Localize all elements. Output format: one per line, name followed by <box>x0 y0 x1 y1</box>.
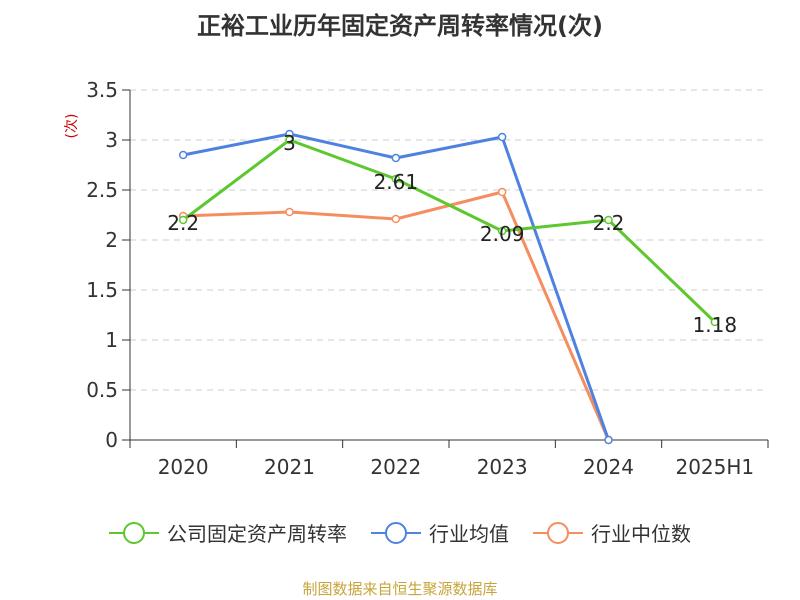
data-labels: 2.2 3 2.61 2.09 2.2 1.18 <box>167 131 737 337</box>
grid-lines <box>130 89 768 391</box>
y-tick-label: 3 <box>105 128 118 152</box>
y-tick-label: 2 <box>105 228 118 252</box>
legend-label: 公司固定资产周转率 <box>167 522 347 546</box>
data-point <box>497 226 507 236</box>
data-label: 3 <box>283 131 296 155</box>
data-point <box>285 135 294 145</box>
data-label: 2.09 <box>480 222 525 246</box>
x-tick-label: 2021 <box>264 455 315 479</box>
y-tick-label: 0.5 <box>86 378 118 402</box>
data-point <box>604 215 613 225</box>
legend-label: 行业均值 <box>429 522 509 546</box>
x-tick-label: 2025H1 <box>675 455 754 479</box>
axes: 0 0.5 1 1.5 2 2.5 3 3.5 2020 2021 2022 2023 2024 2025… <box>64 78 769 479</box>
legend-marker-icon <box>109 521 159 545</box>
data-label: 2.2 <box>167 211 199 235</box>
data-point <box>285 207 294 217</box>
chart-title: 正裕工业历年固定资产周转率情况(次) <box>197 12 603 40</box>
x-tick-label: 2022 <box>370 455 421 479</box>
legend: 公司固定资产周转率 行业均值 行业中位数 <box>0 518 800 547</box>
data-point <box>178 215 188 225</box>
data-point <box>391 174 401 184</box>
source-note: 制图数据来自恒生聚源数据库 <box>302 580 498 598</box>
x-tick-label: 2024 <box>583 455 634 479</box>
series-lines <box>178 129 720 445</box>
data-label: 2.61 <box>374 170 419 194</box>
series-line <box>183 190 610 441</box>
legend-label: 行业中位数 <box>591 522 691 546</box>
legend-marker-icon <box>533 521 583 545</box>
y-axis-label: (次) <box>64 114 80 139</box>
data-point <box>497 132 507 142</box>
data-point <box>391 153 401 163</box>
data-point <box>391 214 401 224</box>
data-label: 1.18 <box>693 313 738 337</box>
y-tick-label: 1.5 <box>86 278 118 302</box>
data-point <box>178 150 188 160</box>
y-tick-label: 3.5 <box>86 78 118 102</box>
legend-item[interactable]: 公司固定资产周转率 <box>109 518 347 547</box>
y-tick-label: 0 <box>105 428 118 452</box>
data-point <box>497 187 507 197</box>
legend-item[interactable]: 行业均值 <box>371 518 509 547</box>
x-tick-label: 2023 <box>477 455 528 479</box>
x-tick-label: 2020 <box>158 455 209 479</box>
y-tick-label: 1 <box>105 328 118 352</box>
series-line <box>182 138 716 324</box>
y-tick-label: 2.5 <box>86 178 118 202</box>
legend-marker-icon <box>371 521 421 545</box>
data-point <box>710 317 720 327</box>
legend-item[interactable]: 行业中位数 <box>533 518 691 547</box>
data-label: 2.2 <box>593 211 625 235</box>
data-point <box>604 435 613 445</box>
